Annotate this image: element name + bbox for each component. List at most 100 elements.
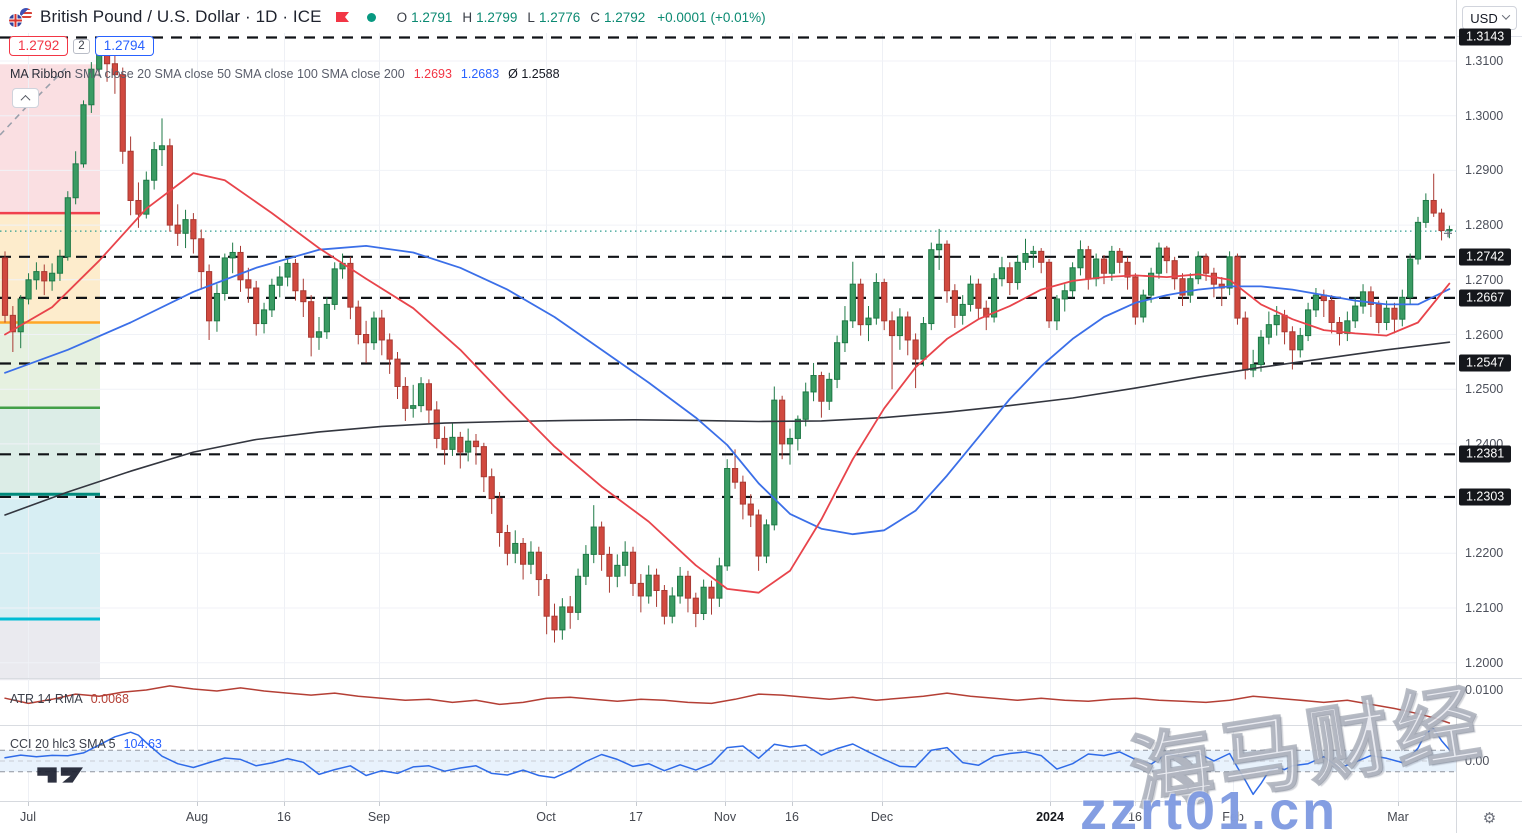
candle <box>928 242 935 331</box>
price-label-count[interactable]: 2 <box>73 38 90 54</box>
candle <box>598 521 605 571</box>
price-level-badge[interactable]: 1.3143 <box>1459 28 1512 46</box>
candle <box>724 459 731 571</box>
candle <box>849 261 856 328</box>
candle <box>56 249 64 281</box>
pane-separator-cci[interactable] <box>0 725 1522 726</box>
market-status-dot-icon[interactable] <box>366 12 376 22</box>
gear-icon[interactable]: ⚙ <box>1482 809 1497 827</box>
price-level-badge[interactable]: 1.2742 <box>1459 248 1512 266</box>
candle <box>1124 256 1131 290</box>
candle <box>441 426 448 465</box>
tradingview-logo[interactable] <box>36 766 94 789</box>
candle <box>1171 256 1178 290</box>
candle <box>1407 253 1414 305</box>
candle <box>158 118 166 167</box>
candle <box>221 253 228 301</box>
gbpusd-pair-icon <box>8 6 33 28</box>
time-axis-tick <box>1398 802 1399 806</box>
candle <box>677 566 684 604</box>
candle <box>936 228 943 270</box>
candle <box>190 213 197 254</box>
candle <box>574 568 582 621</box>
currency-dropdown[interactable]: USD <box>1462 6 1517 30</box>
candle <box>802 382 809 427</box>
candle <box>637 574 644 613</box>
atr-legend[interactable]: ATR 14 RMA 0.0068 <box>10 692 129 706</box>
candle <box>912 333 919 389</box>
candle <box>1069 262 1076 298</box>
candle <box>1430 173 1437 217</box>
candle <box>543 574 550 635</box>
candle <box>182 209 189 249</box>
low-value: 1.2776 <box>538 9 581 25</box>
price-axis[interactable]: USD 1.3100 1.3000 1.2900 1.2800 1.2700 1.2600… <box>1456 0 1522 801</box>
price-level-badge[interactable]: 1.2667 <box>1459 289 1512 307</box>
candle <box>300 278 307 317</box>
candle <box>88 62 95 113</box>
candle <box>653 568 660 607</box>
candle <box>998 256 1006 287</box>
time-label: Mar <box>1387 810 1409 824</box>
candle <box>260 302 268 334</box>
axis-settings-corner[interactable]: ⚙ <box>1456 801 1522 833</box>
candle <box>1053 295 1061 331</box>
price-tick: 1.2100 <box>1465 601 1504 615</box>
candle <box>1375 300 1382 334</box>
time-axis-tick <box>636 802 637 806</box>
candle <box>951 284 958 328</box>
time-label: 16 <box>1128 810 1142 824</box>
candle <box>323 297 330 339</box>
candle <box>213 284 221 332</box>
pivot-zone-band <box>0 213 100 323</box>
candle <box>1187 273 1194 303</box>
collapse-panel-button[interactable] <box>12 88 39 108</box>
pane-separator-atr[interactable] <box>0 678 1522 679</box>
candle <box>355 300 362 345</box>
candle <box>692 592 699 628</box>
candle <box>1061 284 1068 312</box>
ohlc-values: O 1.2791 H 1.2799 L 1.2776 C 1.2792 +0.0001 … <box>397 10 766 25</box>
candle <box>614 554 621 588</box>
chart-canvas[interactable] <box>0 0 1456 801</box>
time-axis-tick <box>379 802 380 806</box>
price-label-blue[interactable]: 1.2794 <box>94 36 154 56</box>
candle <box>386 333 393 374</box>
candle <box>622 541 629 577</box>
candle <box>582 545 589 586</box>
price-level-badge[interactable]: 1.2303 <box>1459 488 1512 506</box>
symbol-title[interactable]: British Pound / U.S. Dollar · 1D · ICE <box>40 7 322 26</box>
candle <box>1257 330 1265 372</box>
candle <box>559 598 566 640</box>
change-percent: (+0.01%) <box>710 9 766 25</box>
time-axis[interactable]: Jul Aug 16 Sep Oct 17 Nov 16 Dec 2024 16 Feb Mar <box>0 801 1456 833</box>
candle <box>826 372 833 410</box>
candle <box>1155 242 1163 279</box>
price-label-red[interactable]: 1.2792 <box>9 36 69 56</box>
candle <box>991 273 998 323</box>
candle <box>206 264 213 340</box>
time-axis-tick <box>546 802 547 806</box>
cci-legend[interactable]: CCI 20 hlc3 SMA 5 104.63 <box>10 737 162 751</box>
ma-ribbon-legend[interactable]: MA Ribbon SMA close 20 SMA close 50 SMA … <box>10 67 560 81</box>
candle <box>363 320 370 363</box>
candle <box>1446 225 1453 239</box>
time-axis-tick <box>1050 802 1051 806</box>
cci-band <box>0 750 1456 772</box>
price-tick: 1.2900 <box>1465 163 1504 178</box>
candle <box>1438 208 1445 241</box>
candles-layer <box>1 37 1453 643</box>
price-tick: 1.2200 <box>1465 546 1504 561</box>
chart-area[interactable]: British Pound / U.S. Dollar · 1D · ICE O… <box>0 0 1456 801</box>
candle <box>818 371 825 418</box>
price-level-badge[interactable]: 1.2381 <box>1459 445 1512 463</box>
cci-axis-tick: 0.00 <box>1465 754 1490 768</box>
candle <box>174 204 181 246</box>
price-level-badge[interactable]: 1.2547 <box>1459 354 1512 372</box>
flag-marker-icon[interactable] <box>335 11 350 23</box>
candle <box>1038 248 1045 274</box>
indicator-params: SMA close 20 SMA close 50 SMA close 100 … <box>74 67 405 81</box>
candle <box>41 264 48 296</box>
candle <box>1045 259 1053 328</box>
candle <box>1414 216 1422 265</box>
